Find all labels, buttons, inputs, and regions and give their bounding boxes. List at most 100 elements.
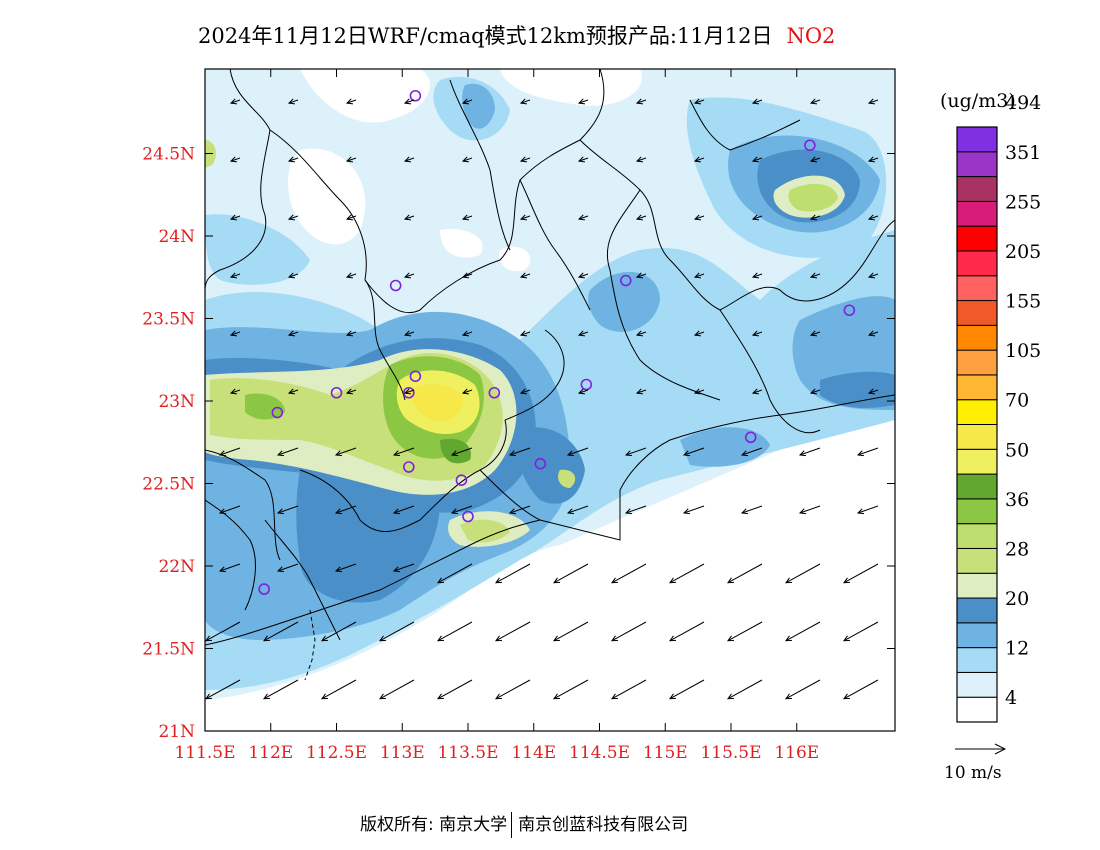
wind-arrow bbox=[809, 156, 821, 163]
lat-tick-label: 22N bbox=[158, 557, 195, 577]
wind-arrow bbox=[345, 272, 357, 279]
wind-arrow bbox=[519, 98, 531, 105]
wind-arrow bbox=[784, 621, 821, 642]
wind-arrow bbox=[566, 505, 589, 515]
wind-arrow bbox=[635, 156, 647, 163]
wind-arrow bbox=[276, 505, 299, 515]
wind-arrow bbox=[693, 330, 705, 337]
colorbar-swatch bbox=[956, 647, 998, 673]
colorbar-swatch bbox=[956, 424, 998, 450]
lon-tick-label: 112.5E bbox=[306, 743, 367, 763]
lon-tick-label: 112E bbox=[248, 743, 293, 763]
wind-arrow bbox=[740, 505, 763, 515]
wind-arrow bbox=[668, 679, 705, 700]
colorbar-label: 12 bbox=[1005, 638, 1029, 660]
monitoring-stations bbox=[258, 89, 856, 595]
wind-arrow bbox=[461, 388, 473, 395]
station-marker bbox=[409, 370, 422, 383]
wind-arrow bbox=[345, 156, 357, 163]
lon-tick-label: 115E bbox=[643, 743, 688, 763]
wind-arrow bbox=[461, 214, 473, 221]
wind-arrow bbox=[566, 447, 589, 457]
wind-arrow bbox=[345, 98, 357, 105]
wind-arrow bbox=[403, 330, 415, 337]
wind-arrow bbox=[624, 505, 647, 515]
station-marker bbox=[271, 406, 284, 419]
wind-arrow bbox=[726, 679, 763, 700]
colorbar-swatch bbox=[956, 622, 998, 649]
wind-arrow bbox=[287, 214, 299, 221]
colorbar-swatch bbox=[956, 126, 998, 153]
lon-tick-label: 113.5E bbox=[437, 743, 498, 763]
wind-arrow bbox=[693, 156, 705, 163]
wind-arrow bbox=[798, 447, 821, 457]
wind-arrow bbox=[461, 156, 473, 163]
wind-arrow bbox=[577, 214, 589, 221]
wind-arrow bbox=[345, 330, 357, 337]
lat-tick-label: 22.5N bbox=[142, 475, 195, 495]
colorbar-swatch bbox=[956, 473, 998, 500]
wind-arrow bbox=[552, 621, 589, 642]
station-marker bbox=[843, 304, 856, 317]
wind-arrow bbox=[494, 679, 531, 700]
wind-arrow bbox=[508, 447, 531, 457]
wind-arrow bbox=[577, 272, 589, 279]
wind-arrow bbox=[287, 330, 299, 337]
colorbar-swatch bbox=[956, 547, 998, 574]
wind-arrow bbox=[751, 330, 763, 337]
wind-arrow bbox=[867, 330, 879, 337]
wind-arrow bbox=[867, 156, 879, 163]
wind-arrow bbox=[204, 621, 241, 642]
colorbar-label: 36 bbox=[1005, 489, 1029, 511]
map-title: 2024年11月12日WRF/cmaq模式12km预报产品:11月12日 NO2 bbox=[198, 20, 835, 50]
wind-arrow bbox=[218, 505, 241, 515]
wind-arrow bbox=[450, 505, 473, 515]
colorbar-label: 20 bbox=[1005, 588, 1029, 610]
wind-arrow bbox=[751, 272, 763, 279]
wind-arrow bbox=[751, 98, 763, 105]
wind-arrow bbox=[693, 388, 705, 395]
lat-tick-label: 21.5N bbox=[142, 640, 195, 660]
colorbar-label: 351 bbox=[1005, 142, 1041, 164]
station-marker bbox=[409, 89, 422, 102]
wind-arrow bbox=[610, 621, 647, 642]
station-marker bbox=[330, 386, 343, 399]
colorbar-label: 494 bbox=[1005, 92, 1041, 114]
footer-separator bbox=[511, 812, 513, 838]
wind-arrow bbox=[519, 330, 531, 337]
colorbar-swatch bbox=[956, 597, 998, 624]
wind-arrow bbox=[320, 621, 357, 642]
lat-tick-label: 24N bbox=[158, 227, 195, 247]
wind-arrow bbox=[392, 505, 415, 515]
colorbar-label: 155 bbox=[1005, 291, 1041, 313]
wind-arrow bbox=[751, 156, 763, 163]
station-marker bbox=[389, 279, 402, 292]
wind-arrow bbox=[577, 156, 589, 163]
wind-arrow bbox=[345, 214, 357, 221]
wind-arrow bbox=[635, 214, 647, 221]
station-marker bbox=[403, 461, 415, 473]
lon-tick-label: 113E bbox=[380, 743, 425, 763]
wind-arrow bbox=[403, 272, 415, 279]
wind-arrow bbox=[262, 621, 299, 642]
wind-arrow bbox=[624, 447, 647, 457]
wind-arrow bbox=[229, 98, 241, 105]
lon-tick-label: 114.5E bbox=[569, 743, 630, 763]
wind-arrow bbox=[287, 156, 299, 163]
wind-arrow bbox=[693, 272, 705, 279]
wind-arrow bbox=[436, 563, 473, 584]
boundary-lines bbox=[205, 69, 895, 681]
colorbar-swatch bbox=[956, 399, 998, 426]
colorbar-label: 28 bbox=[1005, 538, 1029, 560]
wind-arrow bbox=[751, 214, 763, 221]
wind-arrow bbox=[519, 272, 531, 279]
wind-arrow bbox=[693, 214, 705, 221]
lat-tick-label: 23N bbox=[158, 392, 195, 412]
copyright-owner: 版权所有: 南京大学 bbox=[360, 815, 508, 835]
wind-arrow bbox=[809, 98, 821, 105]
wind-arrow bbox=[842, 621, 879, 642]
wind-arrow bbox=[461, 272, 473, 279]
wind-vectors bbox=[204, 98, 879, 700]
wind-arrow bbox=[403, 156, 415, 163]
